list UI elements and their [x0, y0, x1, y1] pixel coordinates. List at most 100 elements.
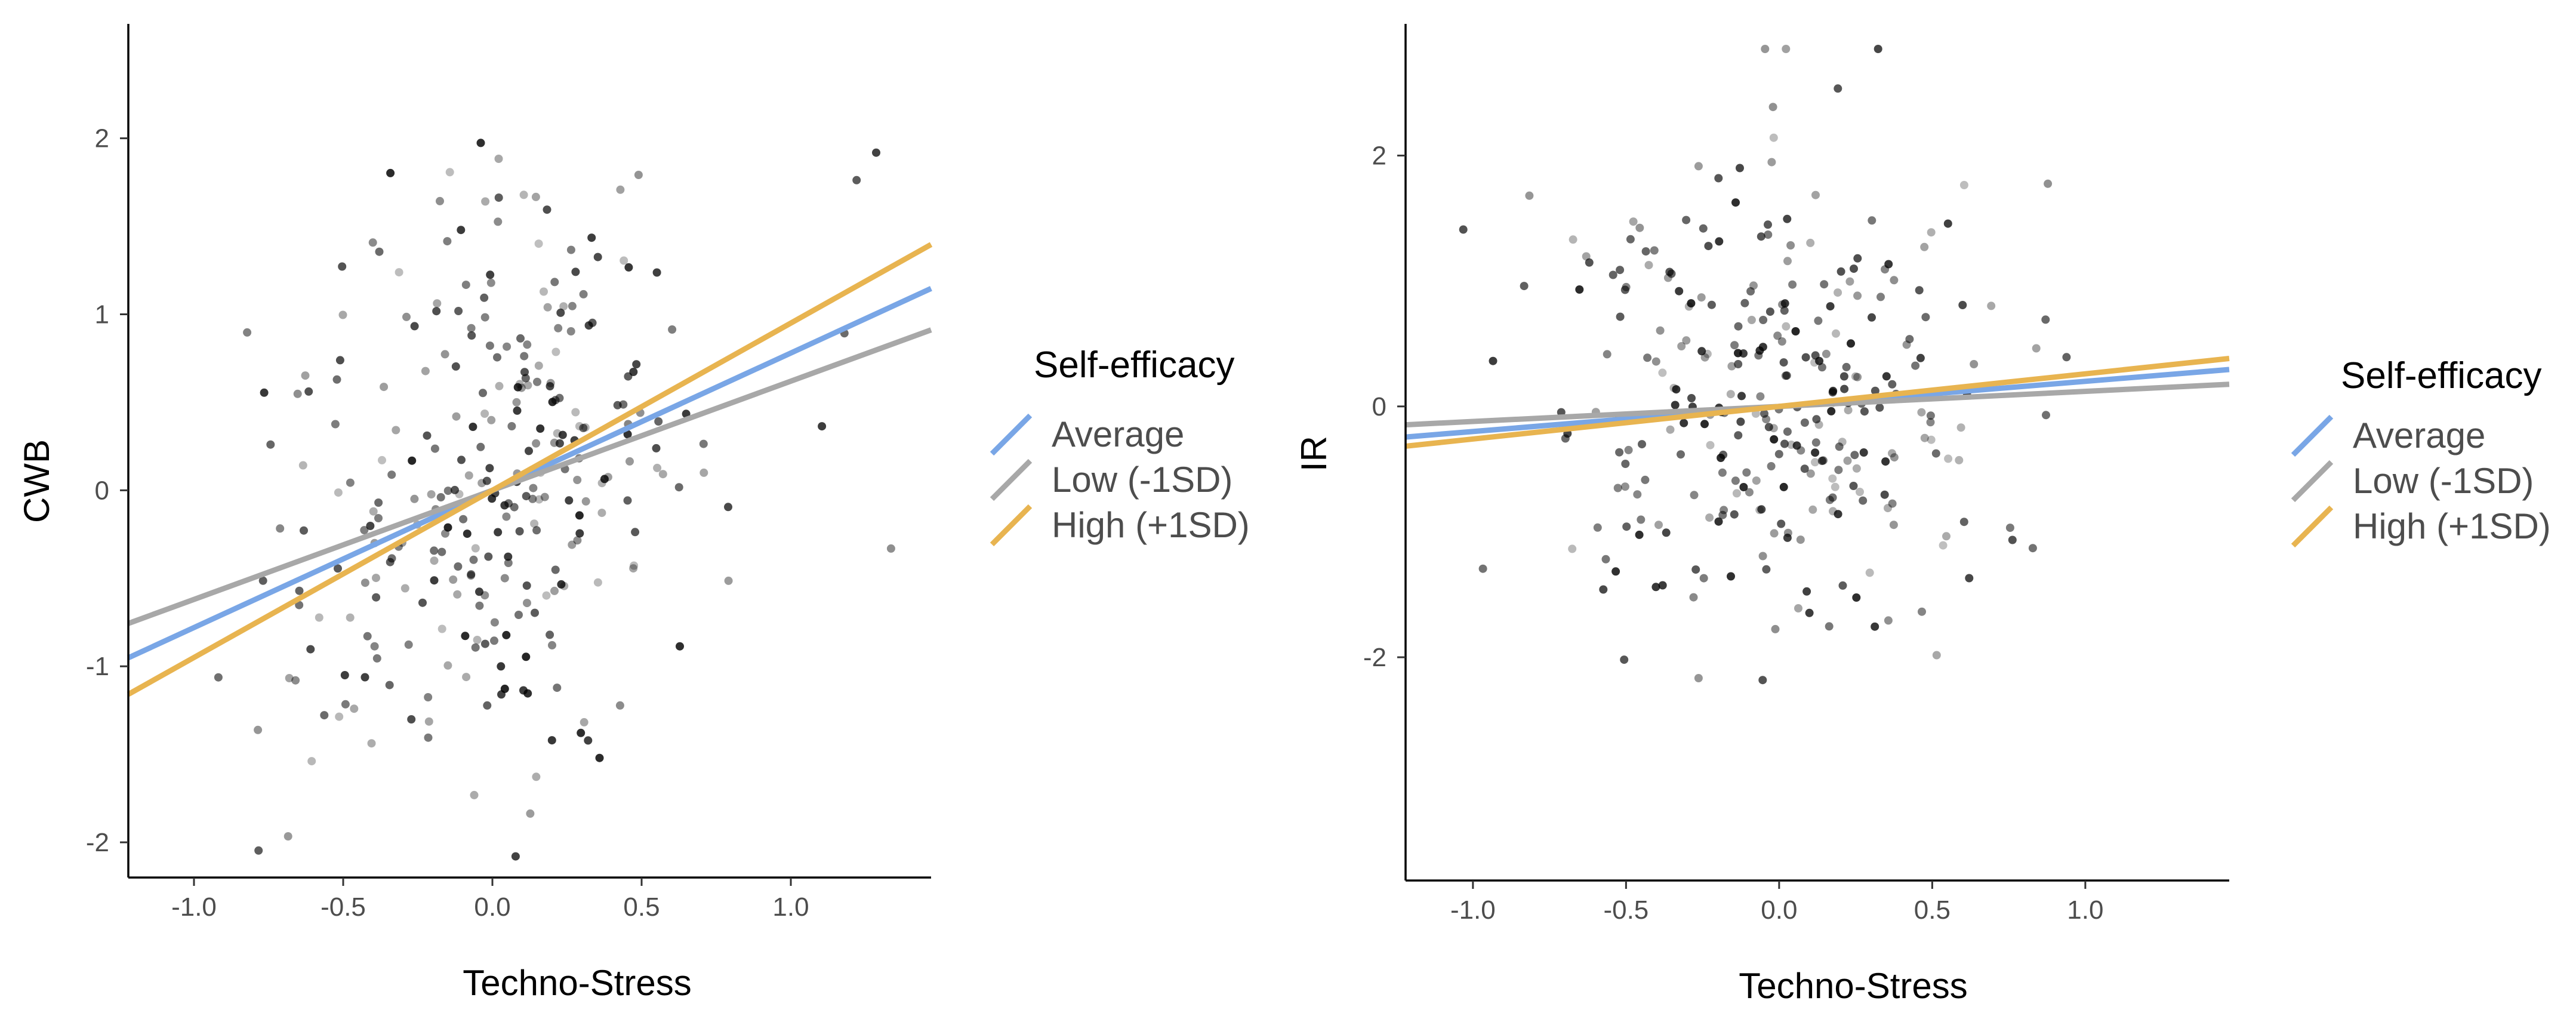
- data-point: [485, 341, 494, 350]
- data-point: [494, 528, 503, 537]
- data-point: [480, 410, 489, 418]
- data-point: [1561, 434, 1570, 443]
- data-point: [1730, 341, 1739, 350]
- data-point: [615, 701, 624, 710]
- data-point: [1987, 301, 1996, 310]
- data-point: [254, 725, 263, 734]
- data-point: [1734, 322, 1743, 331]
- data-point: [653, 463, 662, 472]
- data-point: [1478, 564, 1487, 573]
- data-point: [1943, 219, 1952, 228]
- data-point: [462, 673, 471, 682]
- data-point: [523, 340, 532, 349]
- data-point: [410, 322, 419, 331]
- data-point: [1834, 510, 1842, 519]
- data-point: [335, 356, 344, 365]
- y-axis-title: CWB: [17, 439, 57, 523]
- data-point: [1768, 103, 1777, 112]
- data-point: [258, 576, 267, 585]
- data-point: [1585, 258, 1594, 267]
- data-point: [1575, 285, 1584, 294]
- data-point: [523, 381, 532, 390]
- data-point: [1694, 162, 1703, 171]
- data-point: [1568, 544, 1577, 553]
- data-point: [565, 496, 574, 505]
- data-point: [1739, 349, 1748, 358]
- data-point: [1939, 541, 1948, 550]
- data-point: [580, 718, 588, 726]
- data-point: [558, 430, 567, 439]
- data-point: [543, 303, 552, 312]
- data-point: [400, 584, 409, 593]
- y-tick-label: -2: [1363, 643, 1386, 672]
- legend-key-low: [990, 458, 1033, 501]
- data-point: [1888, 499, 1897, 508]
- data-point: [1525, 191, 1534, 200]
- data-point: [1731, 476, 1740, 485]
- data-point: [1955, 455, 1964, 464]
- data-point: [1815, 356, 1824, 365]
- data-point: [547, 736, 556, 745]
- data-point: [410, 494, 419, 503]
- data-point: [1958, 301, 1967, 309]
- data-point: [475, 601, 484, 610]
- data-point: [554, 324, 563, 333]
- data-point: [1666, 425, 1675, 434]
- data-point: [624, 263, 633, 272]
- x-axis-title: Techno-Stress: [1739, 966, 1968, 1006]
- data-point: [548, 641, 556, 649]
- data-point: [1715, 237, 1724, 246]
- data-point: [1671, 401, 1680, 410]
- data-point: [818, 422, 827, 431]
- data-point: [1650, 246, 1659, 255]
- data-point: [597, 509, 606, 518]
- data-point: [497, 662, 506, 671]
- data-point: [1788, 280, 1797, 289]
- data-point: [1620, 285, 1629, 294]
- data-point: [1764, 220, 1772, 229]
- data-point: [1884, 616, 1893, 625]
- data-point: [1622, 522, 1631, 531]
- data-point: [503, 342, 511, 351]
- data-point: [1682, 216, 1691, 224]
- data-point: [1641, 247, 1650, 256]
- data-point: [443, 523, 452, 532]
- data-point: [573, 536, 582, 545]
- data-point: [494, 193, 503, 202]
- data-point: [620, 256, 628, 265]
- data-point: [1641, 475, 1650, 484]
- data-point: [423, 431, 432, 440]
- data-point: [550, 586, 559, 595]
- data-point: [1780, 439, 1789, 448]
- data-point: [490, 636, 498, 645]
- data-point: [566, 327, 575, 335]
- y-tick-label: -2: [86, 828, 109, 857]
- data-point: [1658, 368, 1667, 377]
- data-point: [298, 461, 307, 470]
- data-point: [1489, 356, 1497, 365]
- data-point: [1757, 505, 1766, 514]
- data-point: [553, 684, 562, 692]
- data-point: [600, 475, 609, 484]
- data-point: [459, 515, 468, 524]
- data-point: [453, 590, 462, 599]
- data-point: [461, 281, 470, 290]
- data-point: [1911, 361, 1920, 370]
- data-point: [1926, 418, 1935, 427]
- data-point: [1856, 488, 1864, 496]
- data-point: [1677, 450, 1685, 459]
- data-point: [532, 439, 541, 448]
- data-point: [630, 561, 639, 570]
- data-point: [1755, 346, 1764, 355]
- data-point: [457, 455, 466, 464]
- data-point: [2008, 535, 2017, 544]
- data-point: [378, 455, 386, 464]
- data-point: [1771, 624, 1780, 633]
- data-point: [1707, 300, 1716, 309]
- data-point: [295, 601, 304, 609]
- data-point: [1822, 349, 1831, 358]
- data-point: [872, 148, 880, 157]
- data-point: [1732, 489, 1741, 498]
- data-point: [519, 190, 528, 199]
- data-point: [1882, 372, 1891, 381]
